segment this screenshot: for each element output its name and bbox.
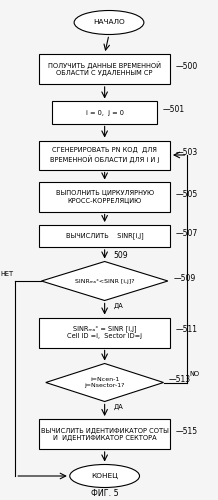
Polygon shape xyxy=(46,364,164,402)
Text: ВЫПОЛНИТЬ ЦИРКУЛЯРНУЮ
КРОСС-КОРРЕЛЯЦИЮ: ВЫПОЛНИТЬ ЦИРКУЛЯРНУЮ КРОСС-КОРРЕЛЯЦИЮ xyxy=(56,190,154,203)
Text: i = 0,  j = 0: i = 0, j = 0 xyxy=(86,110,124,116)
Polygon shape xyxy=(41,262,168,300)
Bar xyxy=(52,102,157,124)
Ellipse shape xyxy=(74,10,144,34)
Text: —507: —507 xyxy=(175,229,198,238)
Text: НАЧАЛО: НАЧАЛО xyxy=(93,20,125,26)
Text: SINRₘₐˣ<SINR [i,j]?: SINRₘₐˣ<SINR [i,j]? xyxy=(75,278,135,283)
Bar xyxy=(39,419,170,449)
Text: —513: —513 xyxy=(169,376,191,384)
Bar xyxy=(39,140,170,170)
Text: КОНЕЦ: КОНЕЦ xyxy=(91,473,118,479)
Text: ФИГ. 5: ФИГ. 5 xyxy=(91,488,119,498)
Text: 509: 509 xyxy=(113,252,128,260)
Text: ВЫЧИСЛИТЬ    SINR[i,j]: ВЫЧИСЛИТЬ SINR[i,j] xyxy=(66,232,143,239)
Text: СГЕНЕРИРОВАТЬ PN КОД  ДЛЯ
ВРЕМЕННОЙ ОБЛАСТИ ДЛЯ i И j: СГЕНЕРИРОВАТЬ PN КОД ДЛЯ ВРЕМЕННОЙ ОБЛАС… xyxy=(50,148,159,162)
Text: i=Ncen-1
j=Nsector-1?: i=Ncen-1 j=Nsector-1? xyxy=(84,377,125,388)
Text: ДА: ДА xyxy=(113,303,123,309)
Text: —505: —505 xyxy=(175,190,198,199)
Text: ДА: ДА xyxy=(113,404,123,410)
Text: —501: —501 xyxy=(162,106,184,114)
Text: —500: —500 xyxy=(175,62,198,71)
Bar xyxy=(39,54,170,84)
Bar xyxy=(39,182,170,212)
Ellipse shape xyxy=(70,464,140,487)
Text: SINRₘₐˣ = SINR [i,j]
Cell ID =i,  Sector ID=j: SINRₘₐˣ = SINR [i,j] Cell ID =i, Sector … xyxy=(67,326,142,340)
Text: ВЫЧИСЛИТЬ ИДЕНТИФИКАТОР СОТЫ
И  ИДЕНТИФИКАТОР СЕКТОРА: ВЫЧИСЛИТЬ ИДЕНТИФИКАТОР СОТЫ И ИДЕНТИФИК… xyxy=(41,428,169,440)
Text: —509: —509 xyxy=(173,274,196,283)
Bar xyxy=(39,318,170,348)
Text: —503: —503 xyxy=(175,148,198,157)
Text: NO: NO xyxy=(190,370,200,376)
Text: НЕТ: НЕТ xyxy=(0,270,13,276)
Bar xyxy=(39,225,170,247)
Text: ПОЛУЧИТЬ ДАННЫЕ ВРЕМЕННОЙ
ОБЛАСТИ С УДАЛЕННЫМ СР: ПОЛУЧИТЬ ДАННЫЕ ВРЕМЕННОЙ ОБЛАСТИ С УДАЛ… xyxy=(48,62,161,76)
Text: —515: —515 xyxy=(175,427,198,436)
Text: —511: —511 xyxy=(175,326,198,334)
